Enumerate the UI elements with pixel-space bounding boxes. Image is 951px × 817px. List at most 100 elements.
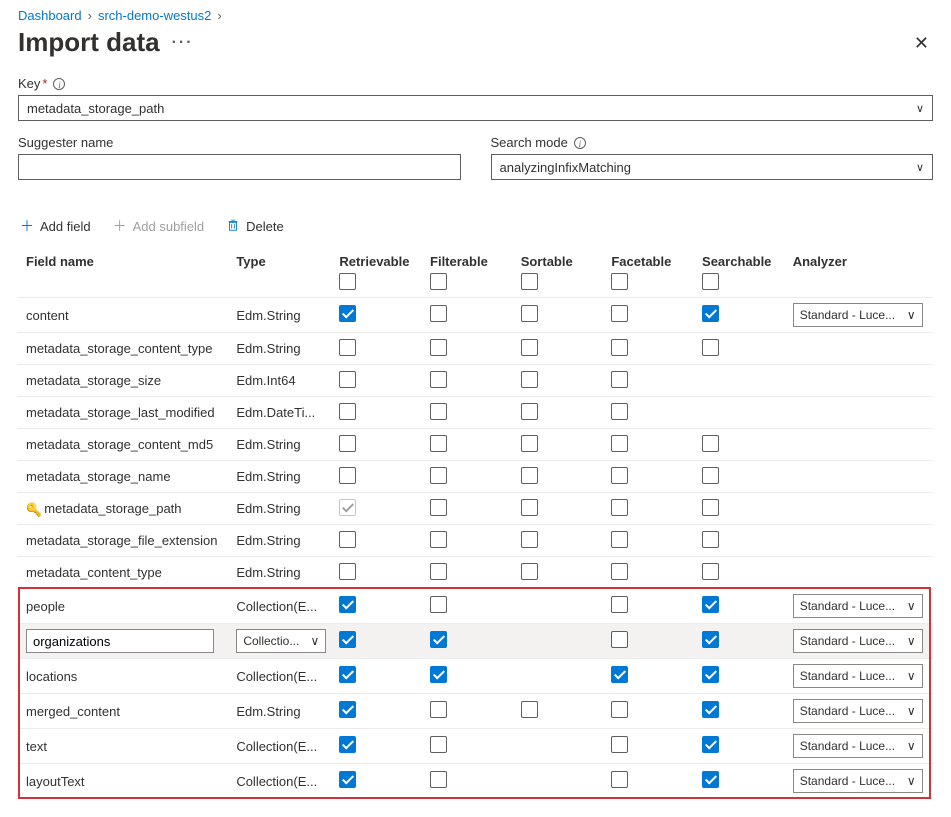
filterable-checkbox[interactable]	[430, 736, 447, 753]
facetable-checkbox[interactable]	[611, 531, 628, 548]
sortable-checkbox[interactable]	[521, 435, 538, 452]
table-row[interactable]: metadata_storage_content_type Edm.String	[18, 333, 933, 365]
filterable-checkbox[interactable]	[430, 499, 447, 516]
facetable-checkbox[interactable]	[611, 631, 628, 648]
filterable-checkbox[interactable]	[430, 771, 447, 788]
filterable-header-checkbox[interactable]	[430, 273, 447, 290]
searchable-checkbox[interactable]	[702, 666, 719, 683]
suggester-input[interactable]	[18, 154, 461, 180]
facetable-checkbox[interactable]	[611, 563, 628, 580]
table-row[interactable]: metadata_storage_name Edm.String	[18, 461, 933, 493]
facetable-checkbox[interactable]	[611, 666, 628, 683]
facetable-checkbox[interactable]	[611, 736, 628, 753]
sortable-checkbox[interactable]	[521, 563, 538, 580]
filterable-checkbox[interactable]	[430, 701, 447, 718]
filterable-checkbox[interactable]	[430, 305, 447, 322]
filterable-checkbox[interactable]	[430, 403, 447, 420]
sortable-checkbox[interactable]	[521, 701, 538, 718]
retrievable-header-checkbox[interactable]	[339, 273, 356, 290]
filterable-checkbox[interactable]	[430, 435, 447, 452]
searchable-checkbox[interactable]	[702, 596, 719, 613]
searchable-checkbox[interactable]	[702, 631, 719, 648]
table-row[interactable]: layoutText Collection(E... Standard - Lu…	[18, 764, 933, 799]
analyzer-select[interactable]: Standard - Luce...∨	[793, 629, 923, 653]
filterable-checkbox[interactable]	[430, 531, 447, 548]
sortable-header-checkbox[interactable]	[521, 273, 538, 290]
searchable-header-checkbox[interactable]	[702, 273, 719, 290]
retrievable-checkbox[interactable]	[339, 499, 356, 516]
searchable-checkbox[interactable]	[702, 499, 719, 516]
sortable-checkbox[interactable]	[521, 403, 538, 420]
retrievable-checkbox[interactable]	[339, 403, 356, 420]
retrievable-checkbox[interactable]	[339, 531, 356, 548]
table-row[interactable]: merged_content Edm.String Standard - Luc…	[18, 694, 933, 729]
facetable-checkbox[interactable]	[611, 403, 628, 420]
info-icon[interactable]: i	[574, 137, 586, 149]
analyzer-select[interactable]: Standard - Luce...∨	[793, 769, 923, 793]
field-name-input[interactable]	[26, 629, 214, 653]
facetable-checkbox[interactable]	[611, 371, 628, 388]
breadcrumb-dashboard[interactable]: Dashboard	[18, 8, 82, 23]
search-mode-select[interactable]: analyzingInfixMatching ∨	[491, 154, 934, 180]
table-row[interactable]: Collectio...∨ Standard - Luce...∨	[18, 624, 933, 659]
searchable-checkbox[interactable]	[702, 736, 719, 753]
retrievable-checkbox[interactable]	[339, 339, 356, 356]
table-row[interactable]: metadata_storage_file_extension Edm.Stri…	[18, 525, 933, 557]
more-icon[interactable]: ···	[172, 34, 194, 52]
filterable-checkbox[interactable]	[430, 339, 447, 356]
facetable-header-checkbox[interactable]	[611, 273, 628, 290]
retrievable-checkbox[interactable]	[339, 631, 356, 648]
breadcrumb-resource[interactable]: srch-demo-westus2	[98, 8, 211, 23]
table-row[interactable]: 🔑metadata_storage_path Edm.String	[18, 493, 933, 525]
filterable-checkbox[interactable]	[430, 596, 447, 613]
retrievable-checkbox[interactable]	[339, 736, 356, 753]
analyzer-select[interactable]: Standard - Luce...∨	[793, 594, 923, 618]
analyzer-select[interactable]: Standard - Luce...∨	[793, 664, 923, 688]
facetable-checkbox[interactable]	[611, 499, 628, 516]
retrievable-checkbox[interactable]	[339, 563, 356, 580]
add-field-button[interactable]: ＋ Add field	[18, 212, 93, 240]
filterable-checkbox[interactable]	[430, 467, 447, 484]
facetable-checkbox[interactable]	[611, 435, 628, 452]
facetable-checkbox[interactable]	[611, 701, 628, 718]
table-row[interactable]: metadata_storage_content_md5 Edm.String	[18, 429, 933, 461]
searchable-checkbox[interactable]	[702, 435, 719, 452]
table-row[interactable]: people Collection(E... Standard - Luce..…	[18, 589, 933, 624]
retrievable-checkbox[interactable]	[339, 596, 356, 613]
retrievable-checkbox[interactable]	[339, 435, 356, 452]
searchable-checkbox[interactable]	[702, 305, 719, 322]
analyzer-select[interactable]: Standard - Luce...∨	[793, 734, 923, 758]
searchable-checkbox[interactable]	[702, 701, 719, 718]
sortable-checkbox[interactable]	[521, 467, 538, 484]
sortable-checkbox[interactable]	[521, 305, 538, 322]
filterable-checkbox[interactable]	[430, 631, 447, 648]
analyzer-select[interactable]: Standard - Luce...∨	[793, 303, 923, 327]
table-row[interactable]: content Edm.String Standard - Luce...∨	[18, 298, 933, 333]
table-row[interactable]: text Collection(E... Standard - Luce...∨	[18, 729, 933, 764]
retrievable-checkbox[interactable]	[339, 701, 356, 718]
table-row[interactable]: metadata_storage_size Edm.Int64	[18, 365, 933, 397]
key-select[interactable]: metadata_storage_path ∨	[18, 95, 933, 121]
sortable-checkbox[interactable]	[521, 339, 538, 356]
retrievable-checkbox[interactable]	[339, 305, 356, 322]
filterable-checkbox[interactable]	[430, 563, 447, 580]
table-row[interactable]: locations Collection(E... Standard - Luc…	[18, 659, 933, 694]
searchable-checkbox[interactable]	[702, 467, 719, 484]
filterable-checkbox[interactable]	[430, 371, 447, 388]
close-icon[interactable]: ✕	[910, 34, 933, 52]
searchable-checkbox[interactable]	[702, 771, 719, 788]
sortable-checkbox[interactable]	[521, 499, 538, 516]
sortable-checkbox[interactable]	[521, 371, 538, 388]
facetable-checkbox[interactable]	[611, 596, 628, 613]
facetable-checkbox[interactable]	[611, 467, 628, 484]
table-row[interactable]: metadata_storage_last_modified Edm.DateT…	[18, 397, 933, 429]
retrievable-checkbox[interactable]	[339, 666, 356, 683]
searchable-checkbox[interactable]	[702, 531, 719, 548]
retrievable-checkbox[interactable]	[339, 467, 356, 484]
retrievable-checkbox[interactable]	[339, 371, 356, 388]
sortable-checkbox[interactable]	[521, 531, 538, 548]
retrievable-checkbox[interactable]	[339, 771, 356, 788]
facetable-checkbox[interactable]	[611, 339, 628, 356]
table-row[interactable]: metadata_content_type Edm.String	[18, 557, 933, 589]
facetable-checkbox[interactable]	[611, 305, 628, 322]
